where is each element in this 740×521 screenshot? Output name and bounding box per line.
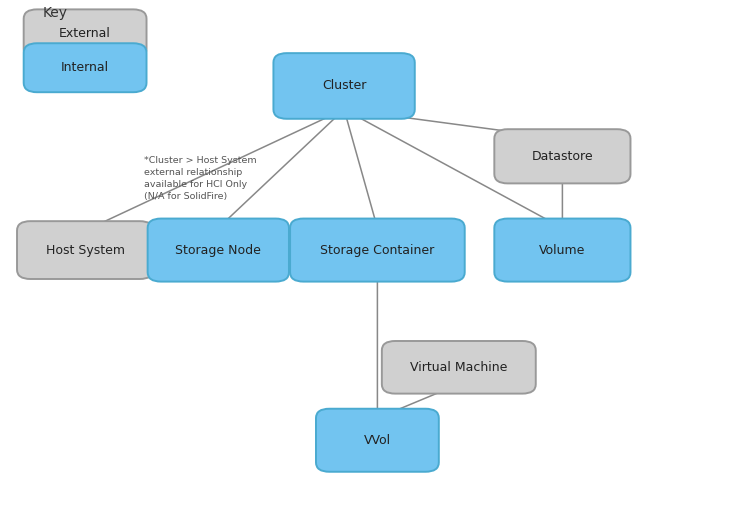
FancyBboxPatch shape <box>274 53 414 119</box>
Text: Internal: Internal <box>61 61 110 74</box>
FancyBboxPatch shape <box>382 341 536 394</box>
Text: *Cluster > Host System
external relationship
available for HCI Only
(N/A for Sol: *Cluster > Host System external relation… <box>144 156 257 201</box>
FancyBboxPatch shape <box>17 221 153 279</box>
FancyBboxPatch shape <box>148 219 289 281</box>
FancyBboxPatch shape <box>494 129 630 183</box>
Text: Storage Container: Storage Container <box>320 244 434 256</box>
Text: Storage Node: Storage Node <box>175 244 261 256</box>
FancyBboxPatch shape <box>494 219 630 281</box>
FancyBboxPatch shape <box>290 219 465 281</box>
Text: VVol: VVol <box>364 434 391 446</box>
Text: Virtual Machine: Virtual Machine <box>410 361 508 374</box>
Text: Volume: Volume <box>539 244 585 256</box>
Text: Datastore: Datastore <box>531 150 593 163</box>
Text: Key: Key <box>43 6 68 20</box>
Text: Cluster: Cluster <box>322 80 366 92</box>
FancyBboxPatch shape <box>24 9 147 58</box>
FancyBboxPatch shape <box>316 409 439 472</box>
FancyBboxPatch shape <box>24 43 147 92</box>
Text: External: External <box>59 28 111 40</box>
Text: Host System: Host System <box>46 244 124 256</box>
